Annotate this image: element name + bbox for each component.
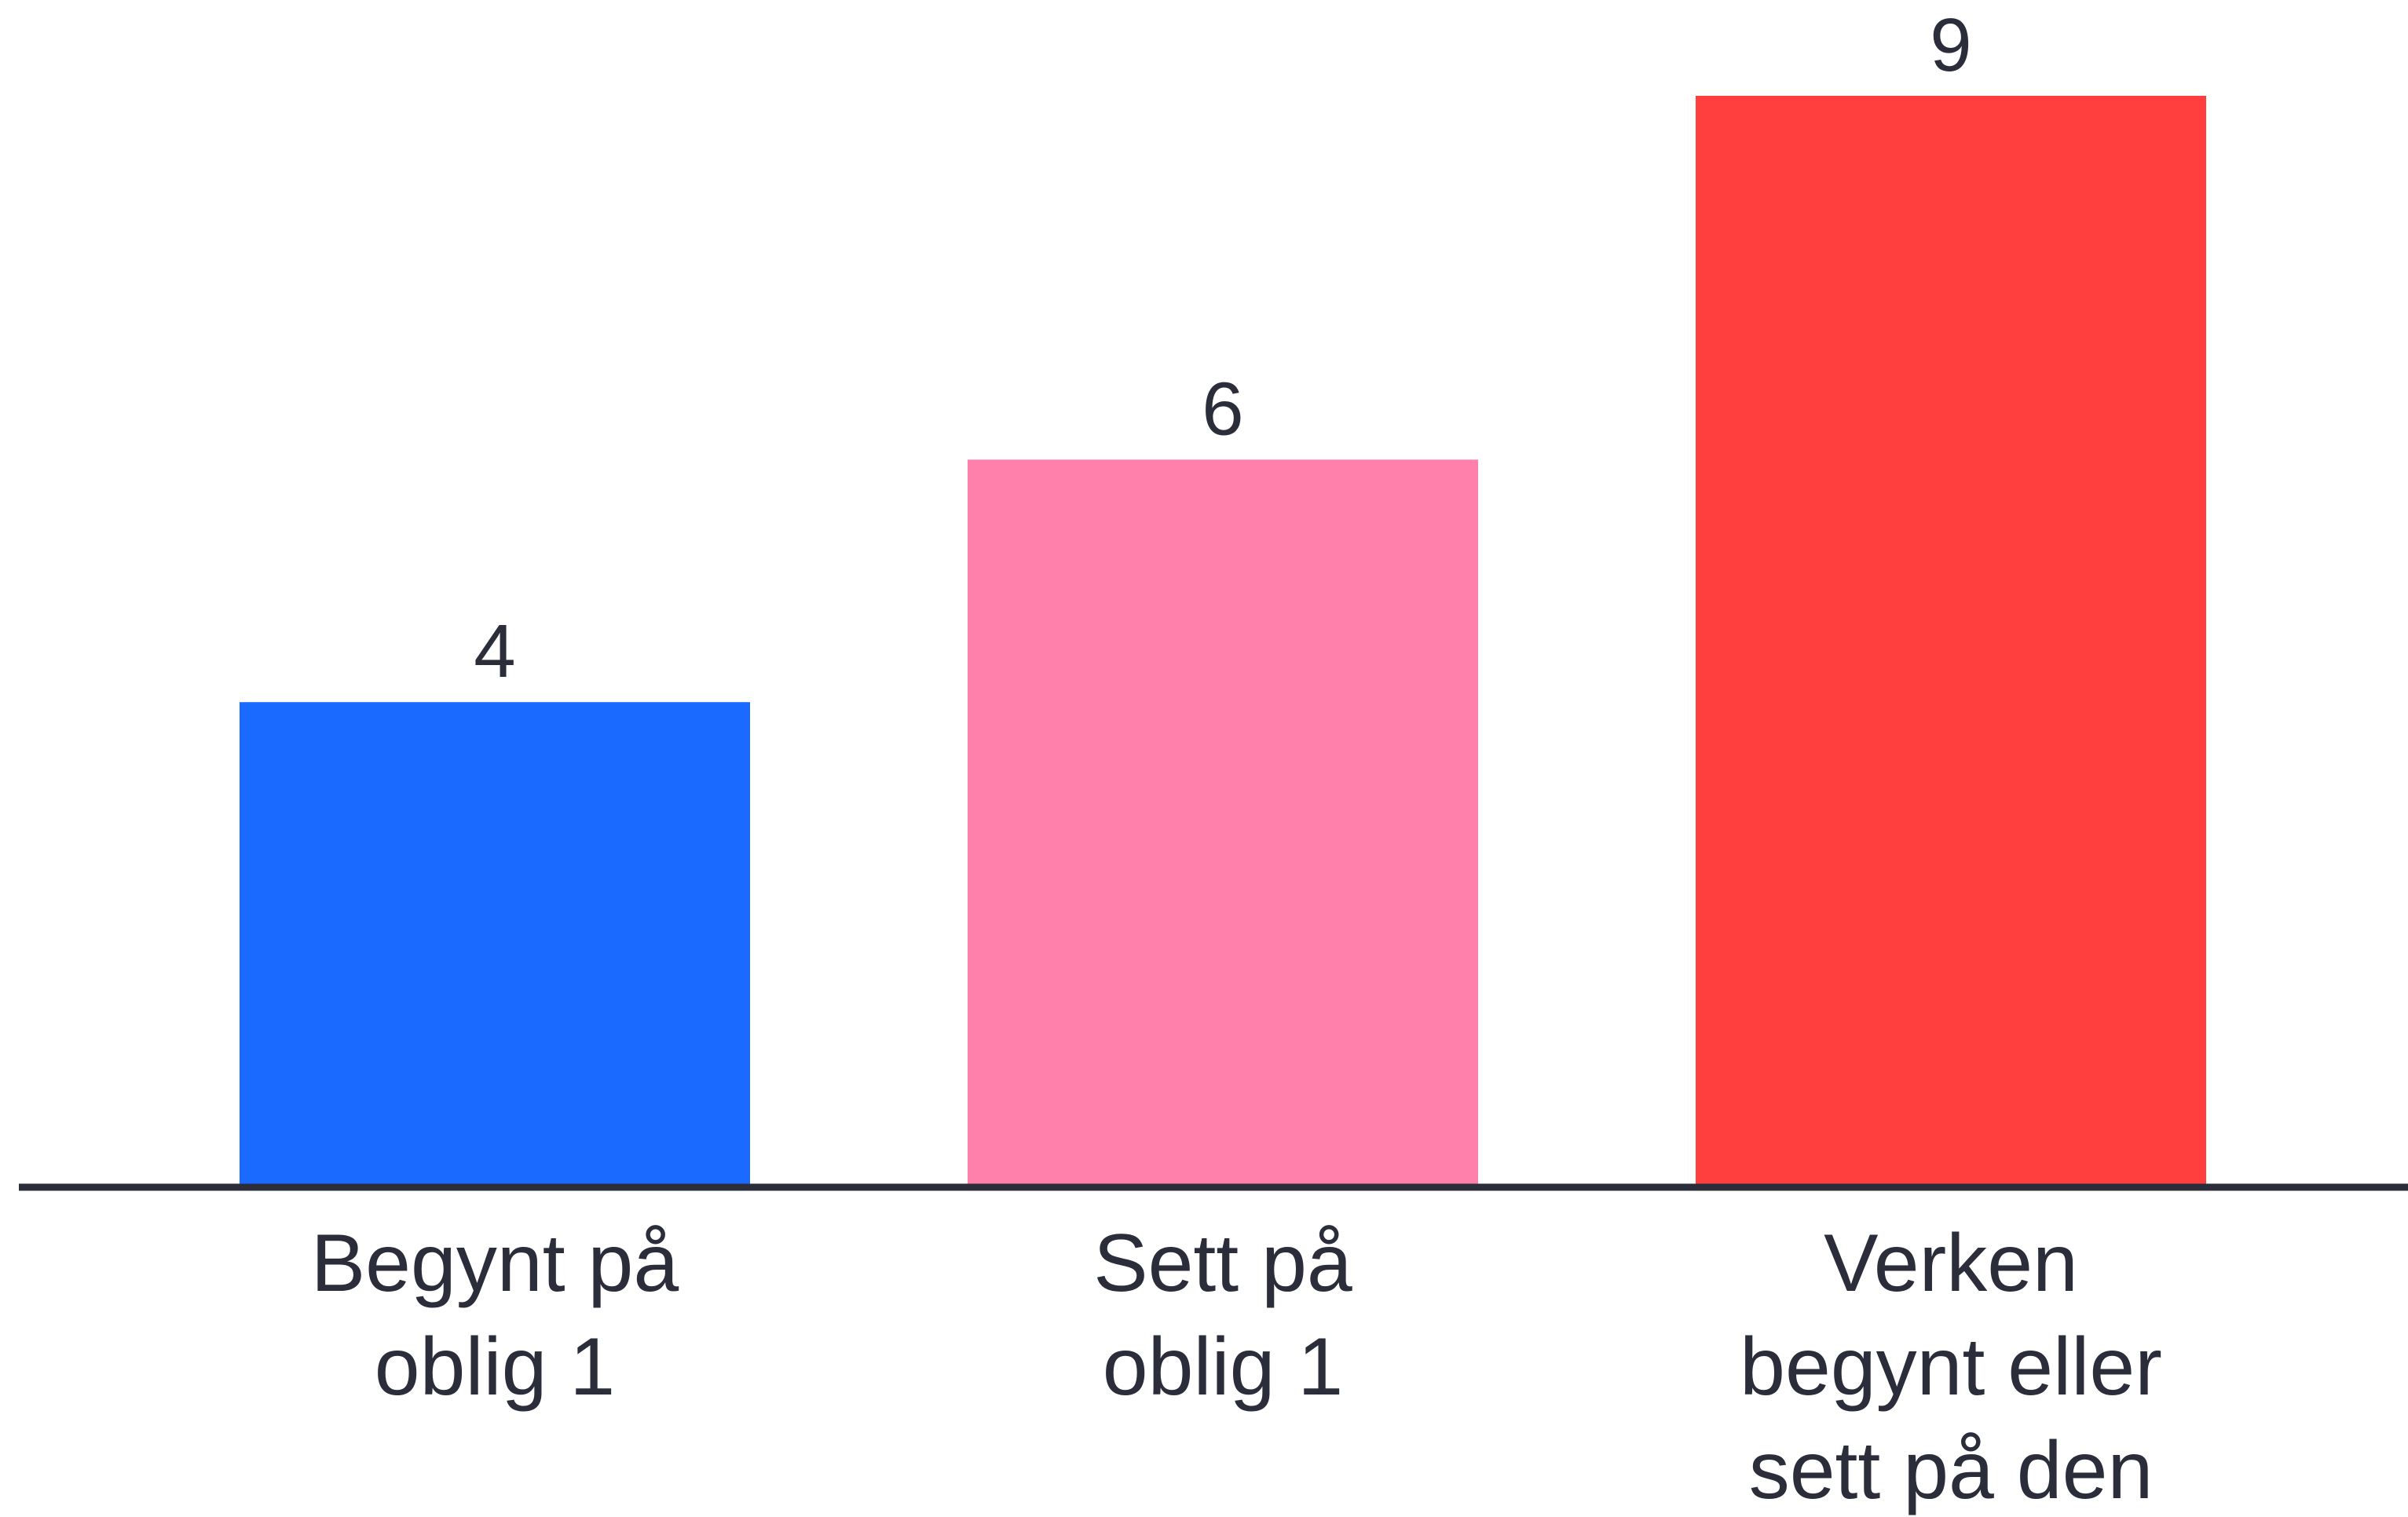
category-label-3-line-2: begynt eller	[1740, 1321, 2162, 1413]
category-label-1-line-2: oblig 1	[375, 1321, 615, 1413]
value-label-3: 9	[1930, 3, 1971, 87]
category-labels-group: Begynt på oblig 1 Sett på oblig 1 Verken begy…	[311, 1218, 2162, 1516]
category-label-3-line-1: Verken	[1824, 1218, 2078, 1309]
category-label-2-line-1: Sett på	[1093, 1218, 1352, 1309]
category-label-1-line-1: Begynt på	[311, 1218, 679, 1309]
value-label-2: 6	[1202, 367, 1243, 451]
value-labels-group: 4 6 9	[474, 3, 1971, 693]
bar-2	[968, 459, 1478, 1187]
bars-group	[240, 96, 2206, 1187]
bar-3	[1696, 96, 2206, 1187]
category-label-2-line-2: oblig 1	[1103, 1321, 1343, 1413]
category-label-1: Begynt på oblig 1	[311, 1218, 679, 1413]
category-label-3-line-3: sett på den	[1749, 1425, 2154, 1516]
category-label-2: Sett på oblig 1	[1093, 1218, 1352, 1413]
value-label-1: 4	[474, 609, 515, 693]
category-label-3: Verken begynt eller sett på den	[1740, 1218, 2162, 1516]
bar-1	[240, 702, 750, 1187]
